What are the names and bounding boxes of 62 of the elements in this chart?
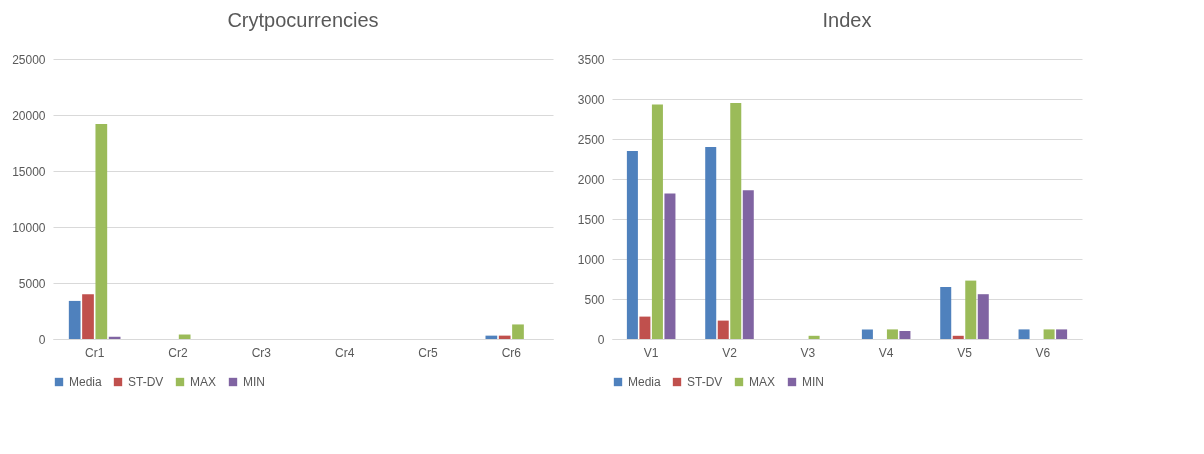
bar [730, 103, 742, 339]
legend-label: Media [628, 375, 662, 389]
bar [512, 324, 524, 339]
y-tick-label: 3000 [577, 92, 605, 107]
bar [886, 329, 898, 339]
y-tick-label: 15000 [12, 164, 46, 179]
bar [1043, 329, 1055, 339]
bar [108, 336, 121, 339]
chart-title: Crytpocurrencies [227, 9, 379, 31]
bar [664, 193, 676, 339]
x-tick-label: Cr3 [251, 345, 272, 360]
x-tick-label: V2 [722, 345, 738, 360]
x-tick-label: Cr6 [501, 345, 522, 360]
bar [626, 151, 638, 339]
bar [977, 294, 989, 339]
bar [899, 331, 911, 339]
bar [717, 320, 729, 339]
x-tick-label: Cr1 [84, 345, 105, 360]
x-tick-label: Cr5 [418, 345, 438, 360]
bar [651, 104, 663, 339]
bar [808, 335, 820, 339]
chart-title: Index [822, 9, 872, 31]
x-tick-label: V1 [643, 345, 659, 360]
bar [82, 294, 94, 339]
bar [178, 334, 191, 339]
y-tick-label: 2500 [577, 132, 605, 147]
y-tick-label: 0 [597, 332, 605, 347]
y-tick-label: 25000 [12, 52, 46, 67]
bar [705, 147, 717, 339]
bar [498, 335, 511, 339]
y-tick-label: 1500 [577, 212, 605, 227]
y-tick-label: 500 [584, 292, 605, 307]
y-tick-label: 3500 [577, 52, 605, 67]
x-tick-label: V4 [878, 345, 894, 360]
legend-label: ST-DV [128, 375, 164, 389]
legend-label: ST-DV [687, 375, 723, 389]
y-tick-label: 5000 [18, 276, 46, 291]
x-tick-label: Cr4 [334, 345, 355, 360]
y-tick-label: 1000 [577, 252, 605, 267]
bar [861, 329, 873, 339]
bar [1018, 329, 1030, 339]
legend-label: MAX [190, 375, 217, 389]
x-tick-label: Cr2 [168, 345, 188, 360]
bar [742, 190, 754, 339]
x-tick-label: V5 [957, 345, 973, 360]
bar [639, 316, 651, 339]
y-tick-label: 0 [38, 332, 46, 347]
x-tick-label: V6 [1035, 345, 1051, 360]
y-tick-label: 2000 [577, 172, 605, 187]
y-tick-label: 10000 [12, 220, 46, 235]
bar [940, 287, 952, 339]
legend-label: Media [69, 375, 103, 389]
legend-label: MAX [749, 375, 776, 389]
x-tick-label: V3 [800, 345, 816, 360]
legend-label: MIN [243, 375, 265, 389]
bar [1056, 329, 1068, 339]
bar [965, 280, 977, 339]
bar [68, 300, 81, 339]
bar [952, 335, 964, 339]
y-tick-label: 20000 [12, 108, 46, 123]
bar [95, 123, 108, 339]
legend-label: MIN [802, 375, 824, 389]
